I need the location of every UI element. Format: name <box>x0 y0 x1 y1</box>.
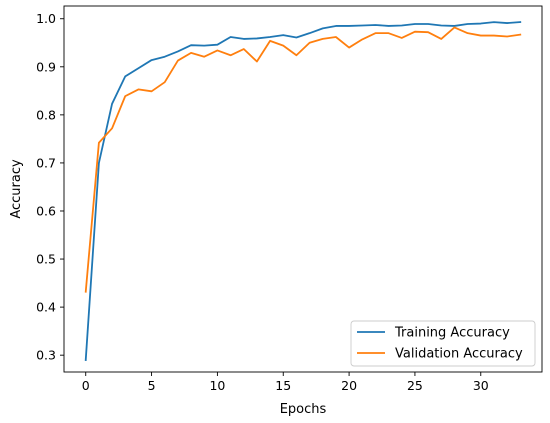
plot-area <box>64 6 542 372</box>
y-tick-label: 0.6 <box>36 203 56 218</box>
x-tick-label: 30 <box>473 378 489 393</box>
y-tick-label: 0.5 <box>36 252 56 267</box>
x-tick-label: 10 <box>209 378 225 393</box>
legend-label-validation: Validation Accuracy <box>395 347 523 362</box>
legend-box <box>350 320 536 367</box>
y-tick-label: 0.8 <box>36 107 56 122</box>
series-layer <box>84 21 522 361</box>
legend: Training Accuracy Validation Accuracy <box>350 320 536 367</box>
x-tick-label: 25 <box>407 378 423 393</box>
y-tick-label: 0.9 <box>36 59 56 74</box>
x-tick-label: 20 <box>341 378 357 393</box>
y-tick-label: 0.4 <box>36 300 56 315</box>
y-axis-label: Accuracy <box>9 159 24 219</box>
x-axis-ticks: 0 5 10 15 20 25 30 <box>82 372 489 393</box>
plot-frame <box>63 5 543 373</box>
series-line-1 <box>84 26 522 293</box>
y-tick-label: 0.3 <box>36 348 56 363</box>
x-tick-label: 5 <box>148 378 156 393</box>
x-tick-label: 0 <box>82 378 90 393</box>
legend-label-training: Training Accuracy <box>394 326 510 341</box>
y-axis-ticks: 0.3 0.4 0.5 0.6 0.7 0.8 0.9 1.0 <box>36 11 64 363</box>
x-axis-label: Epochs <box>280 402 327 417</box>
x-tick-label: 15 <box>275 378 291 393</box>
series-line-0 <box>84 21 522 361</box>
y-tick-label: 1.0 <box>36 11 56 26</box>
y-tick-label: 0.7 <box>36 155 56 170</box>
